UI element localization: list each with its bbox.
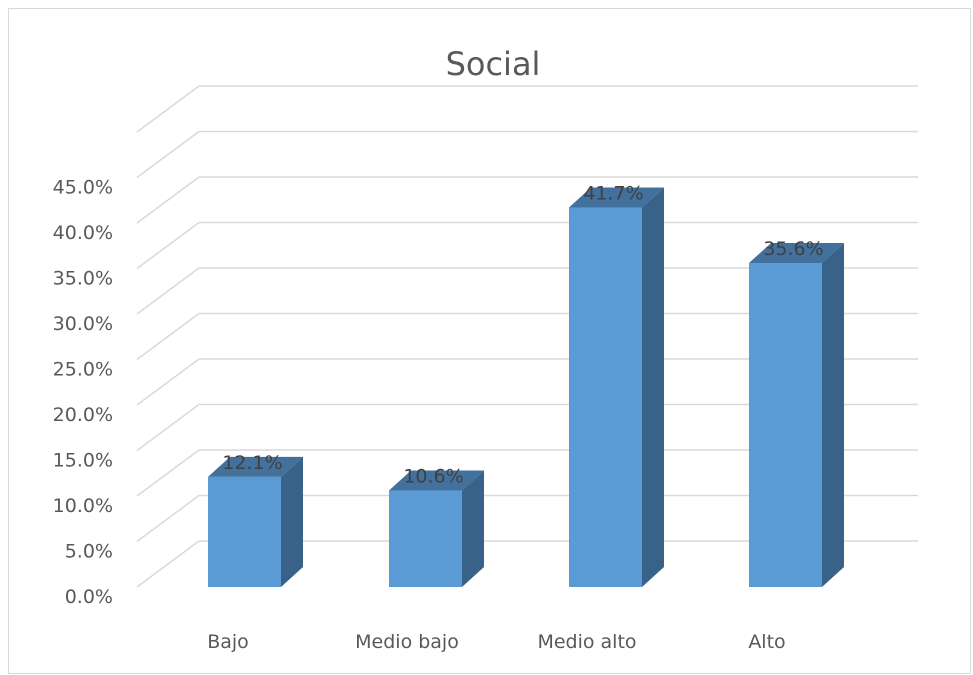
- bar-side-face: [642, 187, 664, 587]
- x-category-label: Alto: [748, 631, 785, 653]
- bar-top-face: [208, 456, 303, 477]
- bar-front-face: [569, 207, 642, 587]
- y-axis-ticks: 0.0% 5.0% 10.0% 15.0% 20.0% 25.0% 30.0% 35.0% 40…: [53, 177, 113, 609]
- bar-side-face: [462, 470, 484, 587]
- chart-title: Social: [446, 45, 541, 83]
- gridline-diagonal: [136, 403, 200, 452]
- gridline-diagonal: [136, 176, 200, 224]
- bar: [749, 243, 844, 588]
- bar-top-face: [389, 470, 484, 491]
- bar-top-face: [569, 187, 664, 208]
- y-tick-label: 35.0%: [53, 268, 113, 290]
- gridline-diagonal: [136, 221, 200, 270]
- bar: [208, 456, 303, 587]
- gridline-diagonal: [136, 267, 200, 315]
- gridline-diagonal: [136, 130, 200, 179]
- gridline-diagonal: [136, 494, 200, 543]
- y-tick-label: 25.0%: [53, 359, 113, 381]
- bar-front-face: [208, 476, 281, 587]
- bar: [569, 187, 664, 587]
- bar: [389, 470, 484, 587]
- bar-front-face: [389, 490, 462, 587]
- gridline-diagonal: [136, 449, 200, 497]
- bar-side-face: [822, 243, 844, 588]
- gridline-diagonal: [136, 540, 200, 588]
- bar-top-face: [749, 243, 844, 264]
- y-tick-label: 40.0%: [53, 222, 113, 244]
- gridline-diagonal: [136, 358, 200, 406]
- gridline-diagonal: [136, 312, 200, 361]
- gridline-diagonal: [136, 85, 200, 133]
- bar-front-face: [749, 263, 822, 587]
- y-tick-label: 15.0%: [53, 450, 113, 472]
- x-category-label: Medio alto: [537, 631, 636, 653]
- data-label: 35.6%: [763, 238, 823, 260]
- y-tick-label: 30.0%: [53, 313, 113, 335]
- y-tick-label: 45.0%: [53, 177, 113, 199]
- x-category-label: Bajo: [207, 631, 249, 653]
- data-label: 10.6%: [403, 466, 463, 488]
- bars: [208, 187, 844, 588]
- data-label: 41.7%: [583, 183, 643, 205]
- data-label: 12.1%: [222, 452, 282, 474]
- y-tick-label: 5.0%: [65, 541, 113, 563]
- data-labels: 12.1% 10.6% 41.7% 35.6%: [222, 183, 823, 488]
- x-axis-labels: Bajo Medio bajo Medio alto Alto: [207, 631, 785, 653]
- y-tick-label: 0.0%: [65, 586, 113, 608]
- y-tick-label: 10.0%: [53, 495, 113, 517]
- y-tick-label: 20.0%: [53, 404, 113, 426]
- bar-side-face: [281, 456, 303, 587]
- x-category-label: Medio bajo: [355, 631, 459, 653]
